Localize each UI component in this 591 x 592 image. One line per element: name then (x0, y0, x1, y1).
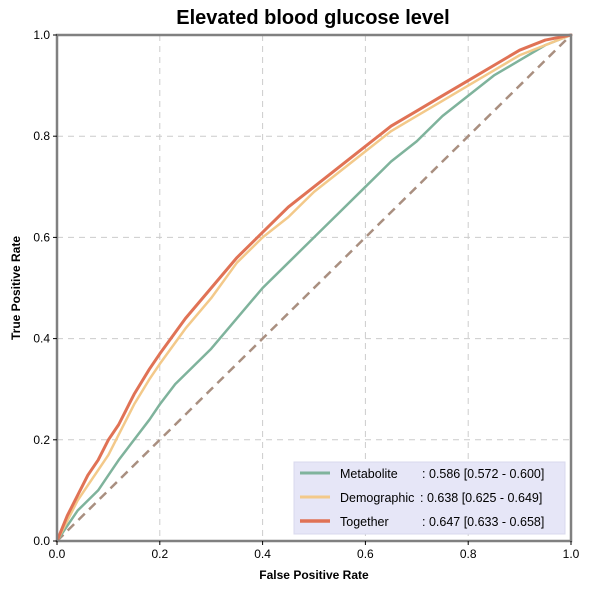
series-line-together (55, 33, 573, 543)
legend-stat-together: : 0.647 [0.633 - 0.658] (422, 515, 544, 529)
y-tick-label: 0.6 (33, 230, 50, 244)
y-tick-label: 0.2 (33, 433, 50, 447)
legend: Metabolite : 0.586 [0.572 - 0.600] Demogra… (293, 461, 566, 535)
tick-labels: 0.0 0.2 0.4 0.6 0.8 1.0 0.0 0.2 0.4 0.6 0.8 1.0 (33, 28, 579, 561)
x-tick-label: 0.4 (254, 547, 271, 561)
x-tick-label: 0.6 (357, 547, 374, 561)
y-tick-label: 0.8 (33, 129, 50, 143)
legend-label-together: Together (340, 515, 389, 529)
x-axis-title: False Positive Rate (259, 568, 369, 582)
reference-line (56, 34, 572, 542)
plot-frame (55, 33, 573, 543)
legend-stat-metabolite: : 0.586 [0.572 - 0.600] (422, 467, 544, 481)
series-line-metabolite (55, 33, 573, 543)
x-tick-label: 0.8 (460, 547, 477, 561)
x-tick-label: 1.0 (563, 547, 580, 561)
reference-line-group (56, 34, 572, 542)
series-lines (55, 33, 573, 543)
series-line-demographic (55, 33, 573, 543)
y-tick-label: 0.4 (33, 332, 50, 346)
x-tick-label: 0.0 (49, 547, 66, 561)
chart-title: Elevated blood glucose level (176, 7, 449, 29)
x-tick-label: 0.2 (151, 547, 168, 561)
legend-label-demographic: Demographic (340, 491, 414, 505)
legend-stat-demographic: : 0.638 [0.625 - 0.649] (420, 491, 542, 505)
legend-box (293, 461, 566, 535)
y-axis-title: True Positive Rate (9, 236, 23, 340)
y-tick-label: 0.0 (33, 534, 50, 548)
legend-label-metabolite: Metabolite (340, 467, 398, 481)
y-tick-label: 1.0 (33, 28, 50, 42)
